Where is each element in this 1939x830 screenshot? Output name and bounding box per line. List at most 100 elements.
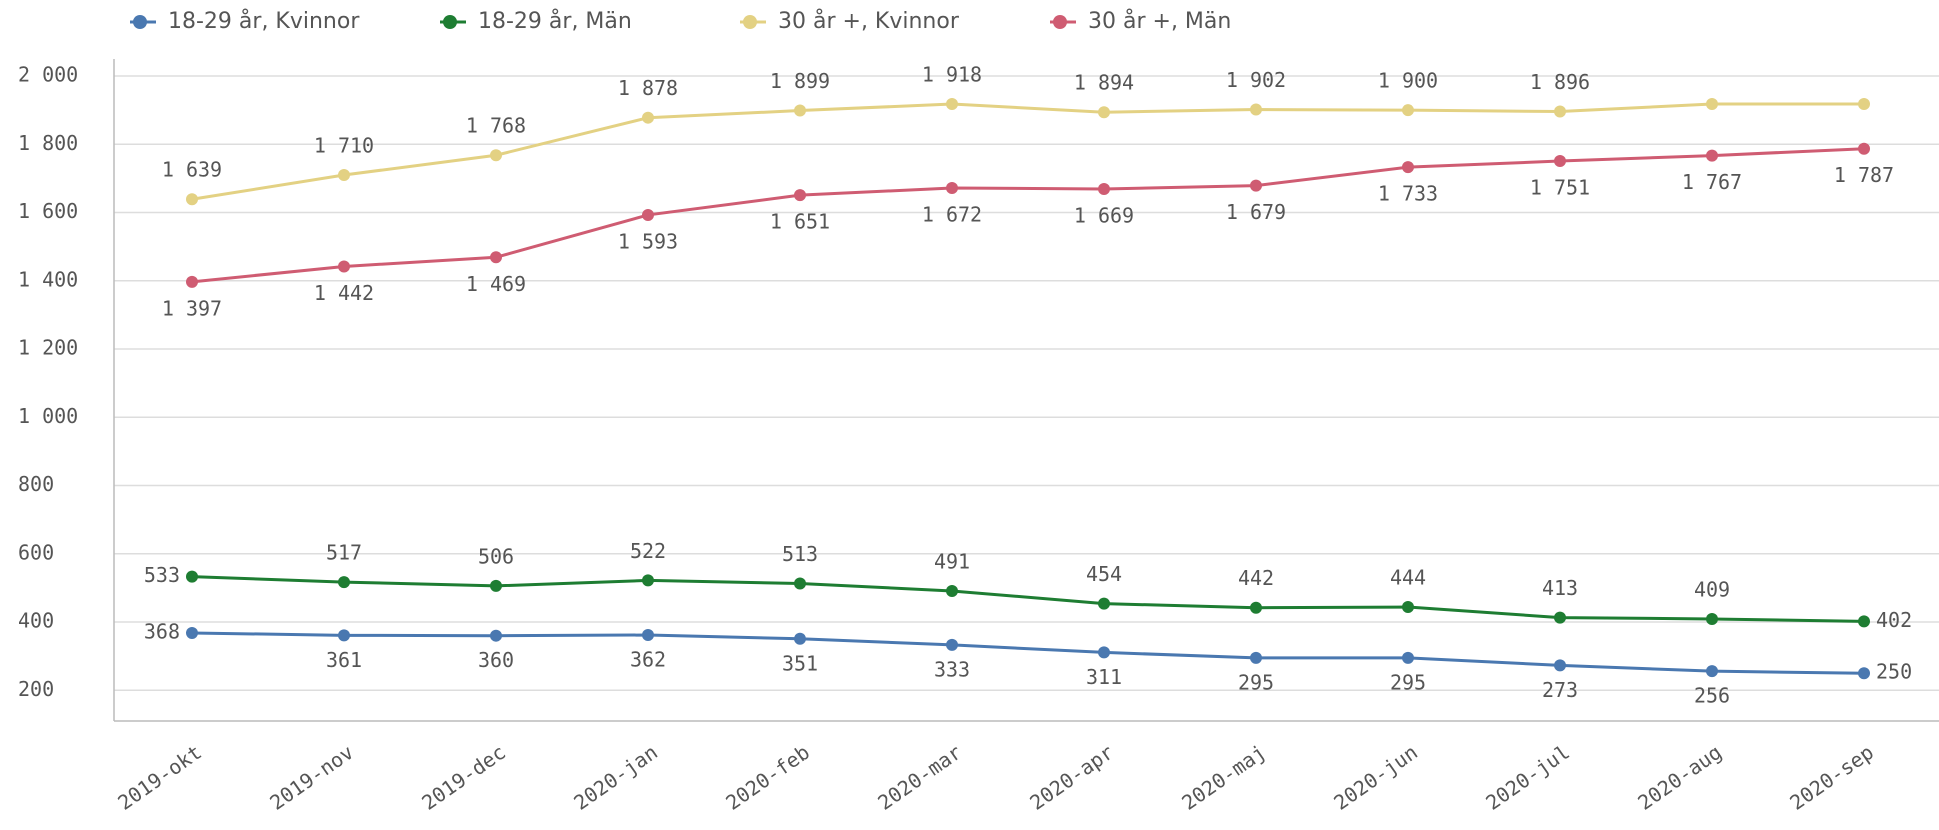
data-label: 442 [1238,566,1274,590]
point [794,104,806,117]
y-tick-label: 1 200 [18,336,78,360]
data-label: 1 751 [1530,176,1590,200]
point [1554,659,1566,672]
point [1554,105,1566,118]
data-label: 413 [1542,576,1578,600]
series-line [191,631,1865,675]
legend-marker [743,15,757,29]
x-tick-label: 2020-mar [873,740,966,815]
x-tick-label: 2019-dec [417,740,510,815]
point [642,111,654,124]
point [1554,155,1566,168]
data-label: 1 899 [770,69,830,93]
point [1554,611,1566,624]
point [1858,667,1870,680]
data-label: 1 787 [1834,163,1894,187]
data-label: 1 733 [1378,182,1438,206]
y-tick-label: 800 [18,472,54,496]
data-label: 1 918 [922,63,982,87]
data-label: 513 [782,542,818,566]
point [642,629,654,642]
point [490,629,502,642]
data-label: 311 [1086,665,1122,689]
point [186,570,198,583]
x-tick-label: 2020-jul [1481,740,1574,815]
y-tick-label: 1 000 [18,404,78,428]
legend-label: 18-29 år, Män [478,8,632,34]
point [1098,597,1110,610]
point [1250,651,1262,664]
data-label: 361 [326,648,362,672]
point [338,260,350,273]
data-label: 402 [1876,608,1912,632]
legend-marker [133,15,147,29]
x-tick-label: 2020-feb [721,740,814,815]
point [642,208,654,221]
data-label: 1 900 [1378,69,1438,93]
point [1858,615,1870,628]
point [1706,665,1718,678]
point [1706,98,1718,111]
data-label: 533 [144,563,180,587]
legend-label: 18-29 år, Kvinnor [168,8,360,34]
data-label: 522 [630,539,666,563]
legend-label: 30 år +, Kvinnor [778,8,960,34]
point [490,251,502,264]
data-label: 1 469 [466,272,526,296]
data-label: 1 397 [162,296,222,320]
data-label: 360 [478,648,514,672]
data-label: 1 894 [1074,71,1134,95]
series-line [191,147,1865,284]
data-label: 362 [630,648,666,672]
x-tick-label: 2020-jan [569,740,662,815]
point [490,579,502,592]
data-label: 250 [1876,660,1912,684]
data-label: 1 669 [1074,204,1134,228]
data-label: 1 768 [466,114,526,138]
x-tick-label: 2020-aug [1633,740,1726,815]
data-label: 333 [934,657,970,681]
data-label: 1 672 [922,202,982,226]
data-label: 1 767 [1682,170,1742,194]
data-label: 295 [1238,670,1274,694]
point [946,638,958,651]
point [642,574,654,587]
data-label: 1 679 [1226,200,1286,224]
point [1402,104,1414,117]
point [1098,183,1110,196]
point [1858,98,1870,111]
x-tick-label: 2019-okt [113,740,206,815]
point [946,584,958,597]
point [1098,106,1110,119]
data-label: 351 [782,651,818,675]
data-label: 517 [326,541,362,565]
x-tick-label: 2020-sep [1785,740,1878,815]
point [338,576,350,589]
x-tick-label: 2020-apr [1025,740,1118,815]
point [186,275,198,288]
data-label: 1 639 [162,158,222,182]
legend-marker [443,15,457,29]
point [1402,651,1414,664]
point [1706,149,1718,162]
point [1098,646,1110,659]
y-tick-label: 2 000 [18,63,78,87]
legend: 18-29 år, Kvinnor 18-29 år, Män 30 år +, K… [130,8,1231,34]
y-tick-label: 200 [18,677,54,701]
data-label: 1 878 [618,76,678,100]
data-label: 1 651 [770,210,830,234]
data-label: 1 710 [314,134,374,158]
point [794,577,806,590]
y-tick-label: 1 600 [18,199,78,223]
data-label: 256 [1694,684,1730,708]
point [1250,103,1262,116]
series-line [191,575,1865,623]
point [1250,179,1262,192]
data-label: 506 [478,544,514,568]
data-label: 454 [1086,562,1122,586]
data-label: 444 [1390,566,1426,590]
point [946,98,958,111]
legend-label: 30 år +, Män [1088,8,1231,34]
